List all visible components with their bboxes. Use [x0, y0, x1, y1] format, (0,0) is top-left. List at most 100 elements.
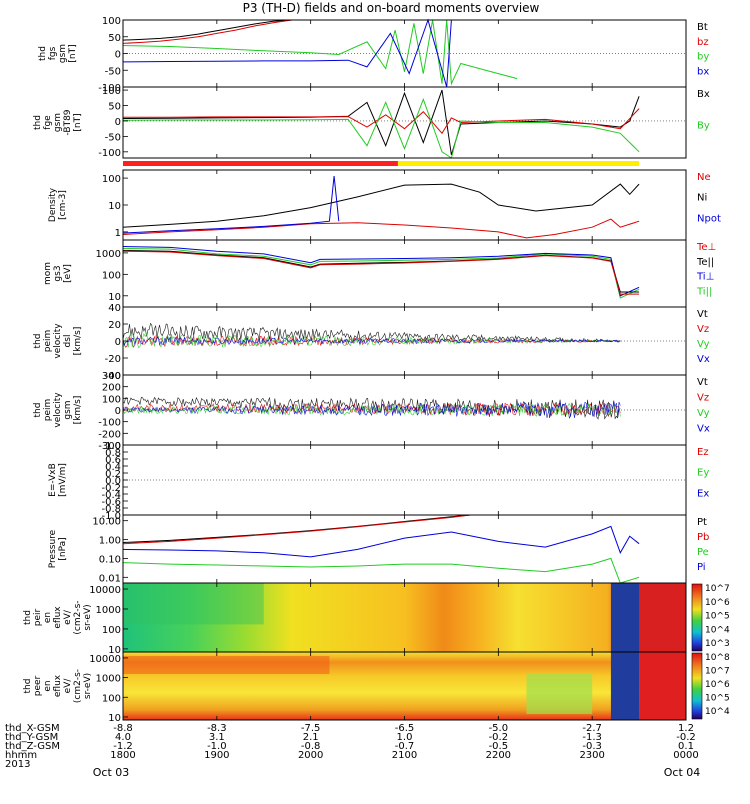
colorbar-tick-label: 10^7: [705, 584, 730, 594]
legend-bz: bz: [697, 37, 709, 48]
ephemeris-value: 1.0: [397, 732, 413, 743]
ephemeris-value: -1.0: [207, 741, 227, 752]
y-axis-label: peir: [33, 608, 43, 626]
y-axis-label: (cm2-s-: [73, 669, 83, 703]
y-axis-label: [nPa]: [58, 537, 68, 560]
ephemeris-value: 2300: [579, 750, 604, 761]
y-axis-label: peim: [43, 399, 53, 422]
legend-by: by: [697, 52, 709, 63]
y-axis-label: thd: [23, 679, 33, 694]
ephemeris-value: -8.3: [207, 723, 227, 734]
legend-Ni: Ni: [697, 193, 707, 204]
legend-Pe: Pe: [697, 547, 709, 558]
ephemeris-row-label: thd_Y-GSM: [5, 732, 58, 743]
y-axis-label: sr-eV): [83, 604, 93, 630]
ephemeris-value: 1800: [110, 750, 135, 761]
y-tick-label: 10000: [89, 654, 121, 665]
y-tick-label: 0.10: [99, 554, 121, 565]
y-tick-label: -0.8: [101, 504, 121, 515]
colorbar-tick-label: 10^5: [705, 694, 730, 704]
series-Te⊥-line: [122, 250, 640, 295]
ion-boundary-region: [610, 583, 640, 652]
colorbar-tick-label: 10^6: [705, 680, 730, 690]
y-tick-label: 20: [108, 320, 121, 331]
y-tick-label: 0.2: [105, 469, 121, 480]
ephemeris-value: -1.2: [113, 741, 133, 752]
y-axis-label: sr-eV): [83, 673, 93, 699]
y-tick-label: 0: [115, 117, 121, 128]
y-axis-label: dsl: [63, 335, 73, 348]
y-axis-label: fge: [43, 115, 53, 130]
series-Vx-line: [122, 401, 621, 419]
legend-Vt: Vt: [697, 309, 708, 320]
series-bx-line: [122, 18, 452, 88]
y-axis-label: mom: [43, 262, 53, 285]
electron-boundary-region: [610, 652, 640, 720]
y-axis-label: eV/: [63, 678, 73, 694]
legend-By: By: [697, 121, 710, 132]
ephemeris-value: 2100: [392, 750, 417, 761]
series-Ni-line: [122, 183, 640, 228]
ephemeris-value: -2.7: [582, 723, 602, 734]
y-tick-label: -1.0: [101, 511, 121, 522]
y-tick-label: 300: [102, 371, 121, 382]
y-axis-label: [mV/m]: [58, 463, 68, 497]
y-axis-label: [cm-3]: [58, 190, 68, 220]
legend-Vz: Vz: [697, 324, 709, 335]
y-tick-label: 1.0: [105, 441, 121, 452]
y-tick-label: 0.6: [105, 455, 121, 466]
ephemeris-value: 2.1: [303, 732, 319, 743]
y-axis-label: eV/: [63, 609, 73, 625]
y-tick-label: 0: [115, 337, 121, 348]
y-tick-label: 0: [115, 406, 121, 417]
legend-Pi: Pi: [697, 562, 706, 573]
ephemeris-value: -0.2: [676, 732, 696, 743]
y-tick-label: 100: [102, 174, 121, 185]
y-axis-label: gs3: [53, 265, 63, 281]
y-tick-label: -100: [98, 83, 121, 94]
y-axis-label: gsm: [63, 400, 73, 419]
y-tick-label: -40: [105, 371, 121, 382]
legend-Npot: Npot: [697, 213, 721, 224]
y-tick-label: 1000: [96, 249, 121, 260]
ephemeris-value: -5.0: [489, 723, 509, 734]
y-tick-label: 10: [108, 292, 121, 303]
legend-Vt: Vt: [697, 377, 708, 388]
series-Vt-line: [122, 396, 621, 420]
chart-title: P3 (TH-D) fields and on-board moments ov…: [243, 1, 540, 15]
y-tick-label: 100: [102, 270, 121, 281]
ephemeris-value: 1900: [204, 750, 229, 761]
legend-Pb: Pb: [697, 532, 709, 543]
date-label-start: Oct 03: [93, 766, 130, 779]
series-Pi-line: [122, 525, 640, 558]
legend-Pt: Pt: [697, 517, 707, 528]
ephemeris-value: 0000: [673, 750, 698, 761]
pressure-frame: [122, 514, 687, 584]
y-axis-label: [km/s]: [73, 396, 83, 425]
y-tick-label: 10000: [89, 585, 121, 596]
ephemeris-value: 2200: [486, 750, 511, 761]
y-tick-label: -50: [105, 66, 121, 77]
y-axis-label: thd: [33, 334, 43, 349]
y-tick-label: 50: [108, 33, 121, 44]
y-axis-label: gsm: [53, 113, 63, 132]
legend-Bx: Bx: [697, 89, 710, 100]
series-Vy-line: [122, 403, 621, 417]
ephemeris-value: -0.7: [395, 741, 415, 752]
y-axis-label: [eV]: [63, 264, 73, 283]
colorbar-tick-label: 10^8: [705, 653, 730, 663]
legend-bx: bx: [697, 66, 709, 77]
y-tick-label: 50: [108, 102, 121, 113]
ephemeris-value: -0.5: [489, 741, 509, 752]
y-tick-label: 200: [102, 383, 121, 394]
ephemeris-value: 3.1: [209, 732, 225, 743]
y-axis-label: thd: [38, 46, 48, 61]
y-tick-label: -20: [105, 354, 121, 365]
panel-fgs: 100 50 0 -50 -100 thd fgs gsm [nT] Bt bz by bx: [38, 16, 709, 94]
y-axis-label: (cm2-s-: [73, 600, 83, 634]
y-tick-label: -0.4: [101, 490, 121, 501]
ephemeris-value: -8.8: [113, 723, 133, 734]
legend-Ti⊥: Ti⊥: [696, 272, 714, 283]
colorbar-tick-label: 10^6: [705, 598, 730, 608]
